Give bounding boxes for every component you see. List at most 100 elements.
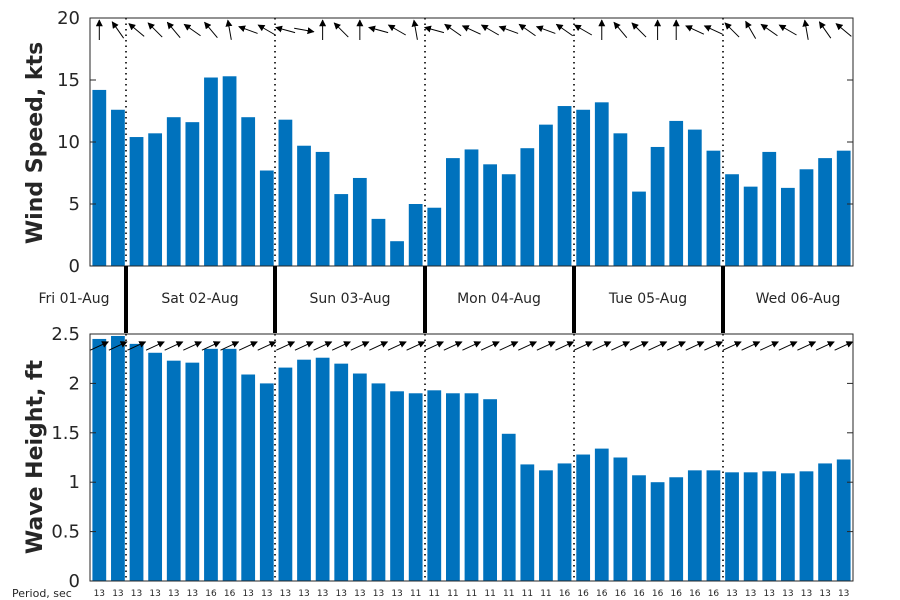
period-value: 11 <box>522 589 533 599</box>
wind-speed-axis-label: Wind Speed, kts <box>23 42 48 244</box>
direction-arrow-icon <box>425 341 444 351</box>
wave-height-bar <box>762 471 777 581</box>
direction-arrow-icon <box>685 341 705 351</box>
day-label: Wed 06-Aug <box>756 291 841 307</box>
wind-speed-bar <box>278 119 293 267</box>
day-label: Sun 03-Aug <box>310 291 391 307</box>
wave-height-bar <box>408 393 423 581</box>
direction-arrow-icon <box>225 19 233 40</box>
wind-speed-bar <box>371 218 386 266</box>
wind-speed-bar <box>557 106 572 266</box>
direction-arrow-icon <box>276 341 296 351</box>
direction-arrow-icon <box>164 341 184 351</box>
period-label: Period, sec <box>12 587 72 600</box>
wave-height-bar <box>687 470 702 581</box>
direction-arrow-icon <box>238 341 258 351</box>
wind-speed-bar <box>148 133 163 266</box>
wind-speed-bar <box>204 77 218 267</box>
wave-height-bar <box>483 399 497 581</box>
wave-height-bar <box>613 457 628 581</box>
direction-arrow-icon <box>499 341 519 351</box>
wind-speed-y-tick-label: 10 <box>57 132 80 153</box>
wind-speed-bar <box>762 151 777 266</box>
wind-speed-bar <box>92 89 107 266</box>
period-value: 16 <box>708 589 720 599</box>
wave-height-axes-box <box>89 333 854 582</box>
direction-arrow-icon <box>238 25 258 34</box>
direction-arrow-icon <box>145 341 165 351</box>
direction-arrow-icon <box>631 22 647 38</box>
period-value: 13 <box>168 589 179 599</box>
wind-speed-y-tick-label: 20 <box>57 8 80 29</box>
wave-height-bar <box>352 373 367 581</box>
period-value: 13 <box>354 589 365 599</box>
period-value: 11 <box>447 589 458 599</box>
direction-arrow-icon <box>834 341 854 351</box>
wind-speed-bar <box>687 129 702 266</box>
direction-arrow-icon <box>387 24 406 36</box>
period-value: 16 <box>633 589 645 599</box>
direction-arrow-icon <box>294 27 315 35</box>
period-value: 13 <box>838 589 849 599</box>
wind-speed-y-tick-label: 5 <box>69 194 80 215</box>
direction-arrow-icon <box>369 341 389 351</box>
wind-speed-bar <box>464 149 479 266</box>
wind-speed-bar <box>166 117 181 266</box>
wind-speed-bar <box>818 158 832 266</box>
direction-arrow-icon <box>108 341 128 351</box>
wave-height-bar <box>390 391 404 581</box>
period-value: 16 <box>596 589 608 599</box>
wind-speed-bar <box>352 177 367 266</box>
period-value: 13 <box>336 589 347 599</box>
direction-arrow-icon <box>835 23 852 37</box>
direction-arrow-icon <box>518 341 538 351</box>
period-value: 11 <box>466 589 477 599</box>
wave-height-bar <box>650 482 665 581</box>
period-value: 13 <box>782 589 793 599</box>
day-label: Fri 01-Aug <box>38 291 109 307</box>
direction-arrow-icon <box>703 25 723 35</box>
wind-speed-bar <box>390 241 404 266</box>
wind-speed-bar <box>836 150 851 266</box>
period-value: 16 <box>224 589 236 599</box>
wave-height-bar <box>446 393 460 581</box>
wind-speed-bar <box>725 174 739 266</box>
period-value: 13 <box>764 589 775 599</box>
wind-speed-bar <box>111 109 125 266</box>
wind-speed-bar <box>539 124 553 266</box>
wind-speed-bar <box>613 133 628 266</box>
wave-height-y-tick-label: 2.5 <box>51 324 80 345</box>
direction-arrow-icon <box>704 341 724 351</box>
wind-speed-bar <box>297 145 311 266</box>
wave-height-bar <box>148 352 163 581</box>
wind-speed-bar <box>446 158 460 266</box>
period-value: 11 <box>429 589 440 599</box>
wind-speed-y-tick-label: 0 <box>69 256 80 277</box>
period-value: 13 <box>745 589 756 599</box>
wind-speed-bar <box>222 76 237 266</box>
direction-arrow-icon <box>444 23 462 37</box>
wind-speed-bar <box>185 122 200 266</box>
direction-arrow-icon <box>573 24 593 36</box>
period-value: 13 <box>131 589 142 599</box>
direction-arrow-icon <box>797 341 817 351</box>
day-label: Sat 02-Aug <box>161 291 238 307</box>
direction-arrow-icon <box>368 25 389 34</box>
wind-speed-bar <box>780 187 795 266</box>
period-value: 13 <box>373 589 384 599</box>
direction-arrow-icon <box>648 341 668 351</box>
period-value: 13 <box>726 589 737 599</box>
period-value: 13 <box>261 589 272 599</box>
wave-height-bar <box>780 473 795 581</box>
wave-height-y-tick-label: 1.5 <box>51 423 80 444</box>
direction-arrow-icon <box>535 25 556 34</box>
period-value: 16 <box>205 589 217 599</box>
period-value: 13 <box>391 589 402 599</box>
wave-height-bar <box>743 472 758 581</box>
direction-arrow-icon <box>443 341 463 351</box>
period-value: 13 <box>112 589 123 599</box>
wave-height-bar <box>92 338 107 581</box>
period-value: 16 <box>615 589 627 599</box>
period-value: 13 <box>298 589 309 599</box>
